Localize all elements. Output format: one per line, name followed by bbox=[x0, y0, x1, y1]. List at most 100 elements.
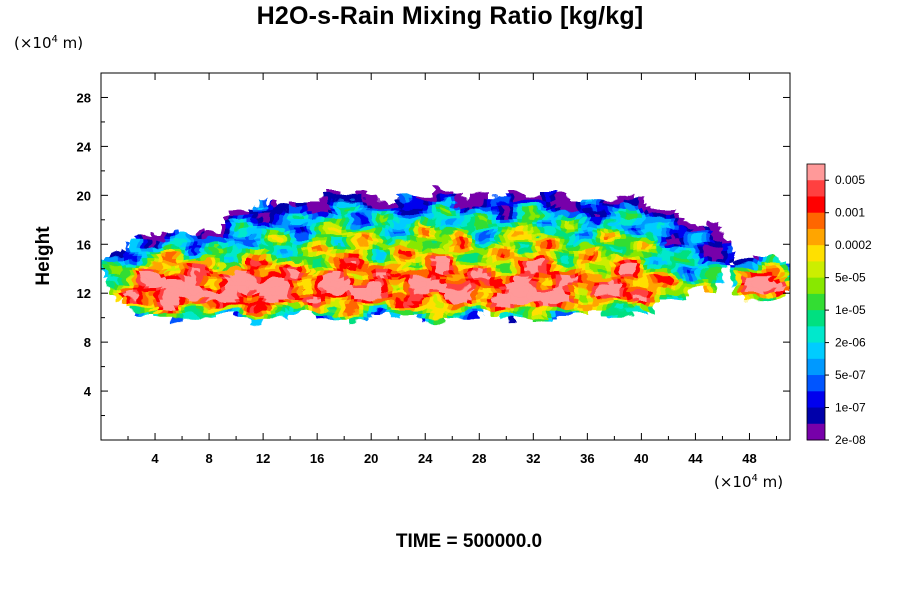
field-cell bbox=[482, 195, 488, 200]
field-cell bbox=[165, 248, 171, 254]
field-cell bbox=[528, 271, 534, 277]
field-cell bbox=[500, 210, 506, 216]
field-cell bbox=[358, 264, 364, 269]
field-cell bbox=[312, 256, 318, 261]
field-cell bbox=[647, 225, 653, 231]
field-cell bbox=[330, 302, 336, 307]
field-cell bbox=[330, 202, 336, 208]
field-cell bbox=[629, 241, 635, 246]
field-cell bbox=[284, 206, 290, 212]
field-cell bbox=[509, 310, 515, 315]
field-cell bbox=[160, 237, 166, 242]
field-cell bbox=[693, 229, 699, 235]
field-cell bbox=[587, 290, 594, 296]
field-cell bbox=[583, 302, 589, 307]
field-cell bbox=[620, 256, 626, 261]
field-cell bbox=[183, 310, 189, 315]
field-cell bbox=[376, 275, 382, 281]
field-cell bbox=[624, 252, 630, 258]
field-cell bbox=[473, 202, 479, 208]
field-cell bbox=[551, 199, 557, 204]
field-cell bbox=[275, 271, 281, 277]
field-cell bbox=[270, 298, 277, 303]
field-cell bbox=[698, 275, 704, 281]
field-cell bbox=[496, 222, 502, 227]
field-cell bbox=[266, 287, 272, 292]
field-cell bbox=[284, 252, 290, 258]
field-cell bbox=[326, 283, 332, 288]
field-cell bbox=[564, 294, 571, 300]
field-cell bbox=[234, 225, 240, 231]
field-cell bbox=[702, 271, 708, 277]
field-cell bbox=[711, 248, 718, 254]
field-cell bbox=[372, 252, 378, 258]
field-cell bbox=[266, 313, 272, 319]
field-cell bbox=[463, 245, 470, 250]
field-cell bbox=[408, 267, 414, 273]
field-cell bbox=[316, 225, 323, 231]
field-cell bbox=[624, 199, 630, 204]
field-cell bbox=[243, 241, 249, 246]
field-cell bbox=[597, 283, 603, 288]
field-cell bbox=[413, 229, 419, 235]
field-cell bbox=[312, 241, 318, 246]
field-cell bbox=[427, 202, 433, 208]
field-cell bbox=[583, 229, 589, 235]
field-cell bbox=[560, 283, 566, 288]
field-cell bbox=[344, 271, 350, 277]
field-cell bbox=[551, 279, 557, 284]
field-cell bbox=[665, 248, 672, 254]
field-cell bbox=[762, 279, 768, 284]
field-cell bbox=[261, 237, 267, 242]
field-cell bbox=[229, 225, 235, 231]
field-cell bbox=[688, 237, 695, 242]
field-cell bbox=[633, 283, 640, 288]
field-cell bbox=[381, 252, 387, 258]
field-cell bbox=[537, 210, 543, 216]
field-cell bbox=[638, 287, 644, 292]
field-cell bbox=[624, 248, 630, 254]
field-cell bbox=[225, 264, 231, 269]
field-cell bbox=[326, 302, 332, 307]
field-cell bbox=[408, 252, 414, 258]
field-cell bbox=[247, 229, 254, 235]
field-cell bbox=[578, 218, 584, 223]
field-cell bbox=[491, 218, 497, 223]
field-cell bbox=[165, 283, 171, 288]
field-cell bbox=[610, 306, 617, 311]
field-cell bbox=[629, 279, 635, 284]
field-cell bbox=[518, 256, 525, 261]
field-cell bbox=[463, 275, 470, 281]
field-cell bbox=[638, 229, 644, 235]
field-cell bbox=[128, 275, 134, 281]
field-cell bbox=[583, 248, 589, 254]
field-cell bbox=[583, 279, 589, 284]
field-cell bbox=[422, 294, 428, 300]
field-cell bbox=[119, 298, 125, 303]
field-cell bbox=[197, 313, 203, 319]
field-cell bbox=[445, 225, 451, 231]
field-cell bbox=[721, 241, 727, 246]
field-cell bbox=[353, 214, 359, 219]
field-cell bbox=[509, 317, 515, 323]
field-cell bbox=[266, 248, 272, 254]
field-cell bbox=[316, 222, 323, 227]
field-cell bbox=[284, 298, 290, 303]
field-cell bbox=[583, 294, 589, 300]
field-cell bbox=[679, 229, 685, 235]
field-cell bbox=[362, 306, 369, 311]
field-cell bbox=[344, 302, 350, 307]
field-cell bbox=[358, 218, 364, 223]
field-cell bbox=[344, 222, 350, 227]
field-cell bbox=[629, 210, 635, 216]
field-cell bbox=[293, 290, 300, 296]
field-cell bbox=[486, 248, 493, 254]
field-cell bbox=[335, 233, 341, 238]
field-cell bbox=[225, 229, 231, 235]
field-cell bbox=[537, 267, 543, 273]
field-cell bbox=[399, 271, 405, 277]
field-cell bbox=[257, 222, 263, 227]
field-cell bbox=[702, 252, 708, 258]
field-cell bbox=[440, 237, 447, 242]
field-cell bbox=[353, 202, 359, 208]
